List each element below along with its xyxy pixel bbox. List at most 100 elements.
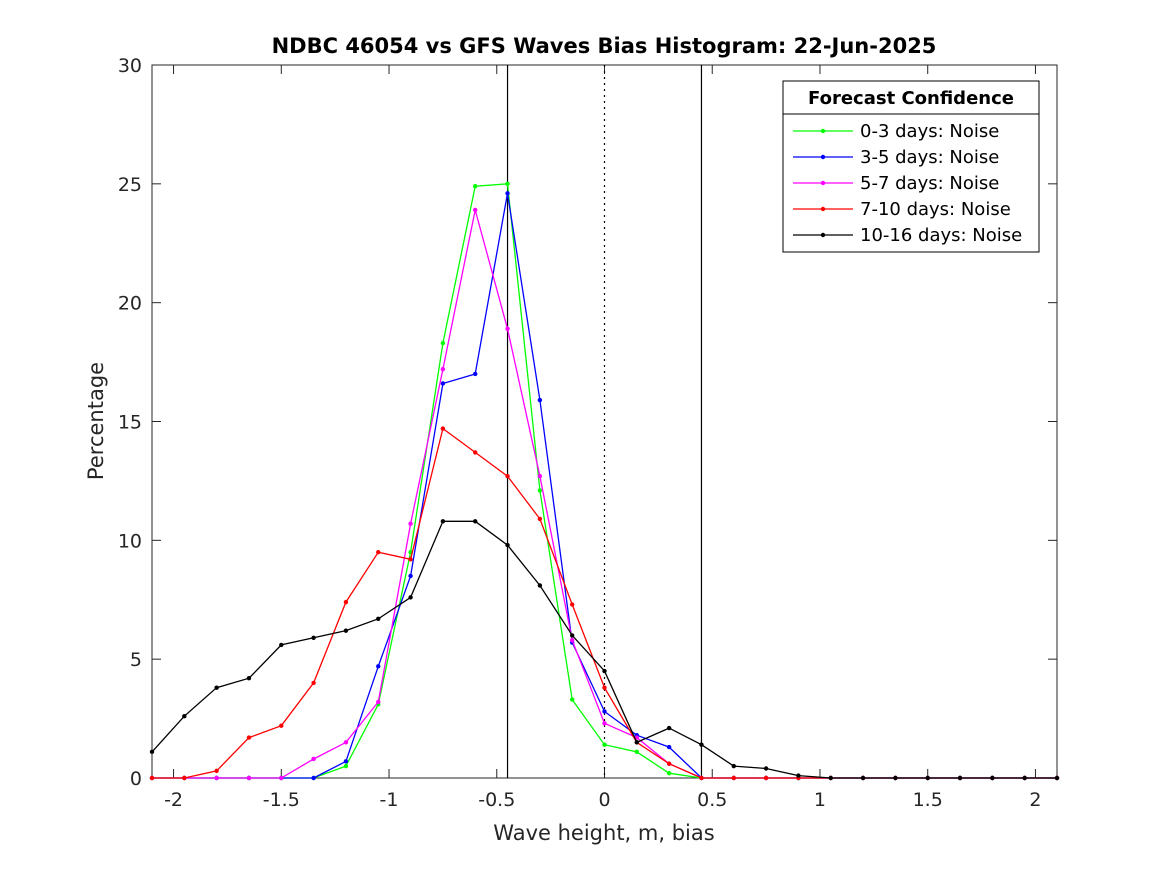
data-point [602, 668, 607, 674]
data-point [569, 697, 575, 702]
legend-item: 0-3 days: Noise [793, 121, 999, 142]
data-point [505, 542, 510, 548]
data-point [214, 768, 219, 774]
data-point [828, 775, 833, 781]
data-point [440, 367, 446, 372]
data-point [408, 595, 413, 600]
data-point [1022, 775, 1027, 781]
data-point [343, 599, 349, 605]
data-point [569, 602, 575, 607]
y-tick-label: 30 [118, 55, 142, 77]
x-tick-label: -2 [164, 789, 183, 811]
data-point [343, 759, 349, 764]
legend-swatch-marker [820, 180, 826, 186]
data-point [731, 775, 736, 781]
data-point [473, 450, 478, 455]
legend-label: 7-10 days: Noise [860, 199, 1011, 220]
data-point [473, 184, 478, 189]
data-point [796, 773, 801, 778]
data-point [343, 628, 349, 633]
data-point [634, 749, 640, 755]
legend-swatch-marker [820, 232, 826, 238]
data-point [505, 473, 510, 479]
y-axis-label: Percentage [84, 362, 108, 480]
y-tick-label: 25 [118, 174, 142, 196]
data-point [149, 749, 155, 755]
data-point [537, 516, 543, 522]
data-point [569, 637, 575, 643]
data-point [376, 550, 381, 555]
legend-label: 3-5 days: Noise [860, 147, 999, 168]
data-point [860, 775, 866, 781]
data-point [279, 775, 284, 781]
data-point [505, 326, 510, 332]
data-point [440, 426, 446, 431]
series-5 [149, 519, 1060, 781]
data-point [214, 685, 219, 690]
data-point [602, 721, 607, 726]
y-tick-label: 10 [118, 530, 142, 552]
data-point [763, 775, 769, 781]
data-point [311, 680, 316, 686]
data-point [214, 775, 219, 781]
x-tick-label: 1 [814, 789, 826, 811]
data-point [182, 775, 187, 781]
data-point [731, 763, 736, 769]
y-tick-label: 15 [118, 412, 142, 434]
data-point [149, 775, 155, 781]
data-point [408, 521, 413, 526]
data-point [473, 207, 478, 213]
data-point [666, 744, 672, 750]
data-point [473, 519, 478, 524]
x-tick-label: -0.5 [478, 789, 515, 811]
data-point [925, 775, 930, 781]
data-point [408, 573, 413, 579]
data-point [182, 714, 187, 719]
legend-title: Forecast Confidence [808, 88, 1014, 109]
x-tick-label: -1 [380, 789, 399, 811]
data-point [376, 664, 381, 669]
x-tick-label: 0.5 [697, 789, 727, 811]
legend-item: 10-16 days: Noise [793, 225, 1022, 246]
data-point [699, 742, 704, 747]
data-point [473, 371, 478, 377]
data-point [990, 775, 995, 781]
data-point [634, 740, 640, 745]
data-point [376, 699, 381, 705]
data-point [763, 766, 769, 771]
data-point [893, 775, 898, 781]
data-point [311, 775, 316, 781]
data-point [505, 191, 510, 196]
data-point [279, 642, 284, 648]
data-point [440, 381, 446, 386]
legend-label: 0-3 days: Noise [860, 121, 999, 142]
legend-item: 5-7 days: Noise [793, 173, 999, 194]
data-point [343, 763, 349, 769]
data-point [376, 616, 381, 621]
y-tick-label: 5 [130, 649, 142, 671]
legend-swatch-marker [820, 128, 826, 134]
data-point [537, 583, 543, 588]
legend-item: 7-10 days: Noise [793, 199, 1011, 220]
data-point [537, 397, 543, 403]
plot-area: -2 -1.5 -1 -0.5 0 0.5 1 1.5 2051015202530Forecas… [118, 55, 1060, 811]
data-point [602, 685, 607, 690]
data-point [666, 771, 672, 776]
data-point [602, 742, 607, 747]
data-point [666, 761, 672, 766]
data-point [537, 488, 543, 493]
x-tick-label: 0 [598, 789, 610, 811]
x-axis-label: Wave height, m, bias [493, 821, 714, 845]
data-point [666, 725, 672, 731]
data-point [440, 519, 446, 524]
legend-label: 5-7 days: Noise [860, 173, 999, 194]
data-point [311, 635, 316, 640]
data-point [699, 775, 704, 781]
x-tick-label: 1.5 [913, 789, 943, 811]
data-point [1054, 775, 1060, 781]
legend-box [782, 80, 1040, 253]
data-point [569, 633, 575, 638]
x-tick-label: -1.5 [263, 789, 300, 811]
